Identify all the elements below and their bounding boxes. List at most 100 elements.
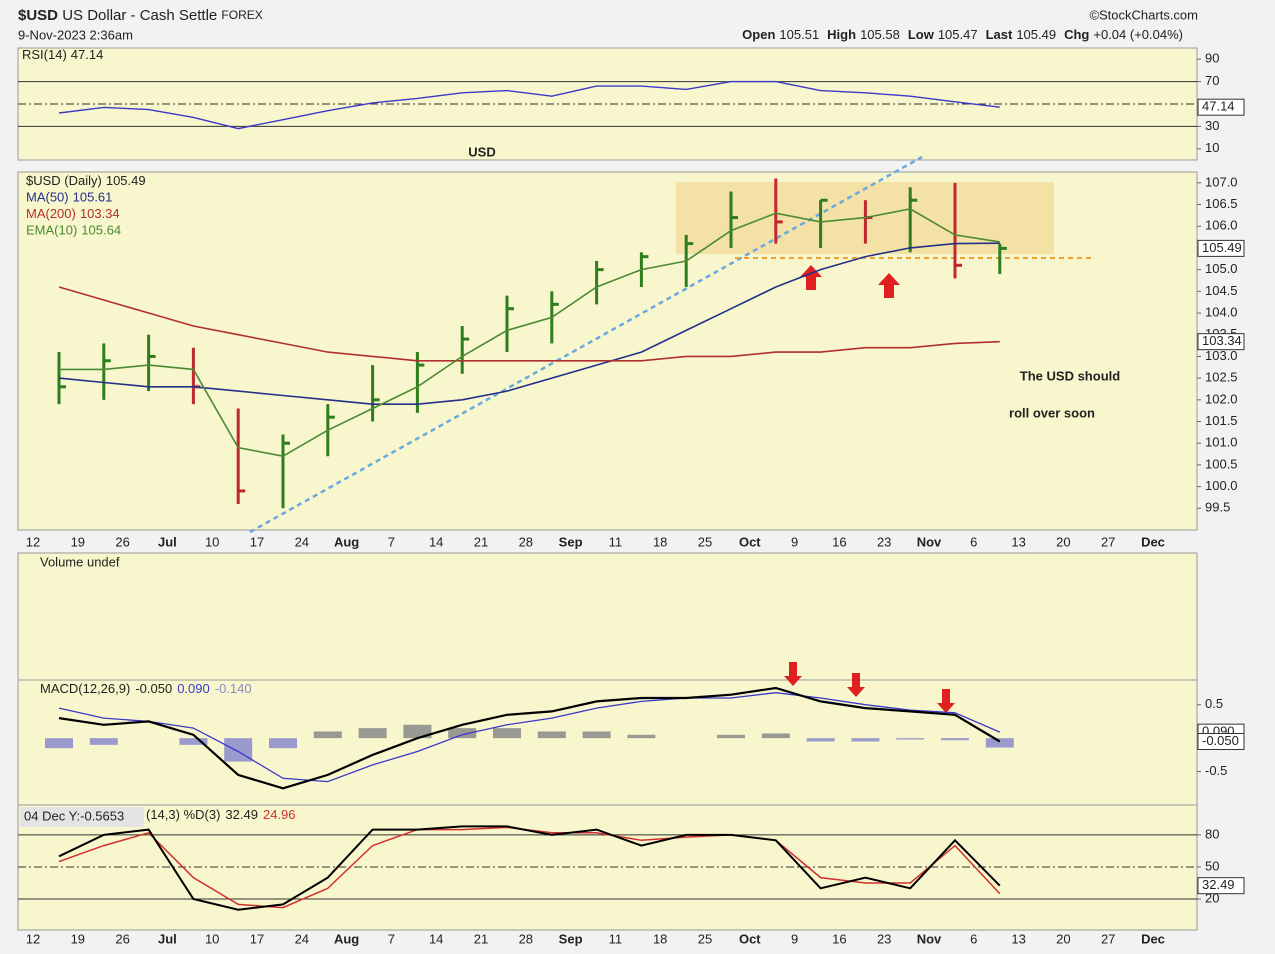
annotation: USD — [468, 144, 495, 159]
panels — [17, 47, 1198, 931]
x-tick-label: 10 — [205, 931, 219, 946]
x-tick-label: 19 — [71, 534, 85, 549]
x-tick-label: Oct — [739, 534, 761, 549]
x-tick-label: Nov — [917, 931, 942, 946]
legend-value: 105.49 — [106, 173, 146, 188]
legend-name: EMA(10) — [26, 223, 77, 238]
x-tick-label: Aug — [334, 931, 359, 946]
x-tick-label: 26 — [115, 931, 129, 946]
x-tick-label: 14 — [429, 931, 443, 946]
y-tick-label: 101.5 — [1205, 413, 1238, 428]
histogram-bar — [851, 738, 880, 742]
quote-label: High — [827, 27, 856, 42]
x-tick-label: 21 — [474, 931, 488, 946]
quote-value: +0.04 (+0.04%) — [1093, 27, 1183, 42]
y-tick-label: 70 — [1205, 73, 1219, 88]
x-tick-label: 28 — [519, 534, 533, 549]
x-tick-label: 27 — [1101, 534, 1115, 549]
x-tick-label: 9 — [791, 534, 798, 549]
x-tick-label: 11 — [609, 534, 623, 549]
y-tick-label: 90 — [1205, 51, 1219, 66]
legend-value: 0.090 — [177, 681, 210, 696]
tooltip: 04 Dec Y:-0.5653 — [24, 808, 124, 823]
x-tick-label: 24 — [295, 534, 309, 549]
legend: MA(200) 103.34 — [26, 206, 120, 221]
quote-value: 105.58 — [860, 27, 900, 42]
down-arrow — [937, 689, 955, 713]
x-tick-label: 10 — [205, 534, 219, 549]
value-tag-label: 47.14 — [1202, 99, 1235, 114]
legend: MACD(12,26,9) -0.050 0.090 -0.140 — [40, 681, 252, 696]
quote-label: Open — [742, 27, 775, 42]
x-tick-label: 18 — [653, 534, 667, 549]
value-tag-label: 103.34 — [1202, 333, 1242, 348]
x-tick-label: 7 — [388, 534, 395, 549]
value-tag-label: 32.49 — [1202, 877, 1235, 892]
y-tick-label: 105.0 — [1205, 261, 1238, 276]
legend-value: 105.61 — [73, 190, 113, 205]
series-line — [58, 286, 1000, 362]
legend-value: 47.14 — [71, 47, 104, 62]
series-line — [58, 686, 1001, 790]
value-tag-label: 105.49 — [1202, 240, 1242, 255]
quote-label: Low — [908, 27, 935, 42]
series-line — [58, 692, 1001, 783]
y-tick-label: 30 — [1205, 118, 1219, 133]
y-tick-label: 99.5 — [1205, 500, 1230, 515]
x-tick-label: Jul — [158, 931, 177, 946]
legend-name: RSI(14) — [22, 47, 67, 62]
histogram-bar — [45, 738, 73, 749]
quote-label: Last — [986, 27, 1013, 42]
y-tick-label: -0.5 — [1205, 763, 1227, 778]
histogram-bar — [313, 731, 342, 739]
x-tick-label: 26 — [115, 534, 129, 549]
value-tag — [1197, 732, 1245, 750]
source: ©StockCharts.com — [1089, 7, 1198, 22]
x-tick-label: 16 — [832, 931, 846, 946]
x-tick-label: 6 — [970, 534, 977, 549]
y-tick-label: 100.5 — [1205, 456, 1238, 471]
x-tick-label: 18 — [653, 931, 667, 946]
legend: $USD (Daily) 105.49 — [26, 173, 146, 188]
value-tag-label: -0.050 — [1202, 733, 1239, 748]
legend-name: $USD (Daily) — [26, 173, 102, 188]
y-tick-label: 101.0 — [1205, 435, 1238, 450]
value-tag — [1197, 877, 1245, 895]
quote: Open 105.51 High 105.58 Low 105.47 Last 105.49 C… — [742, 27, 1183, 42]
legend-name: (14,3) %D(3) — [146, 807, 220, 822]
y-tick-label: 104.5 — [1205, 283, 1238, 298]
series-line — [58, 825, 1001, 911]
annotation: The USD should — [1020, 368, 1120, 383]
price-panel — [17, 171, 1198, 531]
x-tick-label: Aug — [334, 534, 359, 549]
x-tick-label: 21 — [474, 534, 488, 549]
quote-label: Chg — [1064, 27, 1089, 42]
x-tick-label: Sep — [559, 534, 583, 549]
histogram-bar — [941, 738, 969, 741]
histogram-bar — [358, 728, 387, 739]
quote-value: 105.47 — [938, 27, 978, 42]
x-tick-label: 11 — [609, 931, 623, 946]
histogram-bar — [985, 738, 1014, 748]
x-tick-label: 9 — [791, 931, 798, 946]
date: 9-Nov-2023 2:36am — [18, 27, 133, 42]
series-line — [59, 208, 1000, 458]
x-tick-label: 23 — [877, 534, 891, 549]
legend-value: 32.49 — [225, 807, 258, 822]
x-tick-label: 6 — [970, 931, 977, 946]
quote-value: 105.51 — [779, 27, 819, 42]
y-tick-label: 103.0 — [1205, 348, 1238, 363]
stoch-panel — [17, 804, 1198, 931]
value-tag — [1197, 98, 1245, 116]
legend: MA(50) 105.61 — [26, 190, 112, 205]
x-tick-label: Dec — [1141, 534, 1165, 549]
y-tick-label: 106.0 — [1205, 218, 1238, 233]
x-tick-label: 25 — [698, 931, 712, 946]
up-arrow — [878, 273, 900, 298]
legend-value: 105.64 — [81, 223, 121, 238]
histogram-bar — [896, 738, 925, 740]
histogram-bar — [269, 738, 297, 749]
annotation: roll over soon — [1009, 405, 1095, 420]
histogram-bar — [89, 738, 118, 745]
